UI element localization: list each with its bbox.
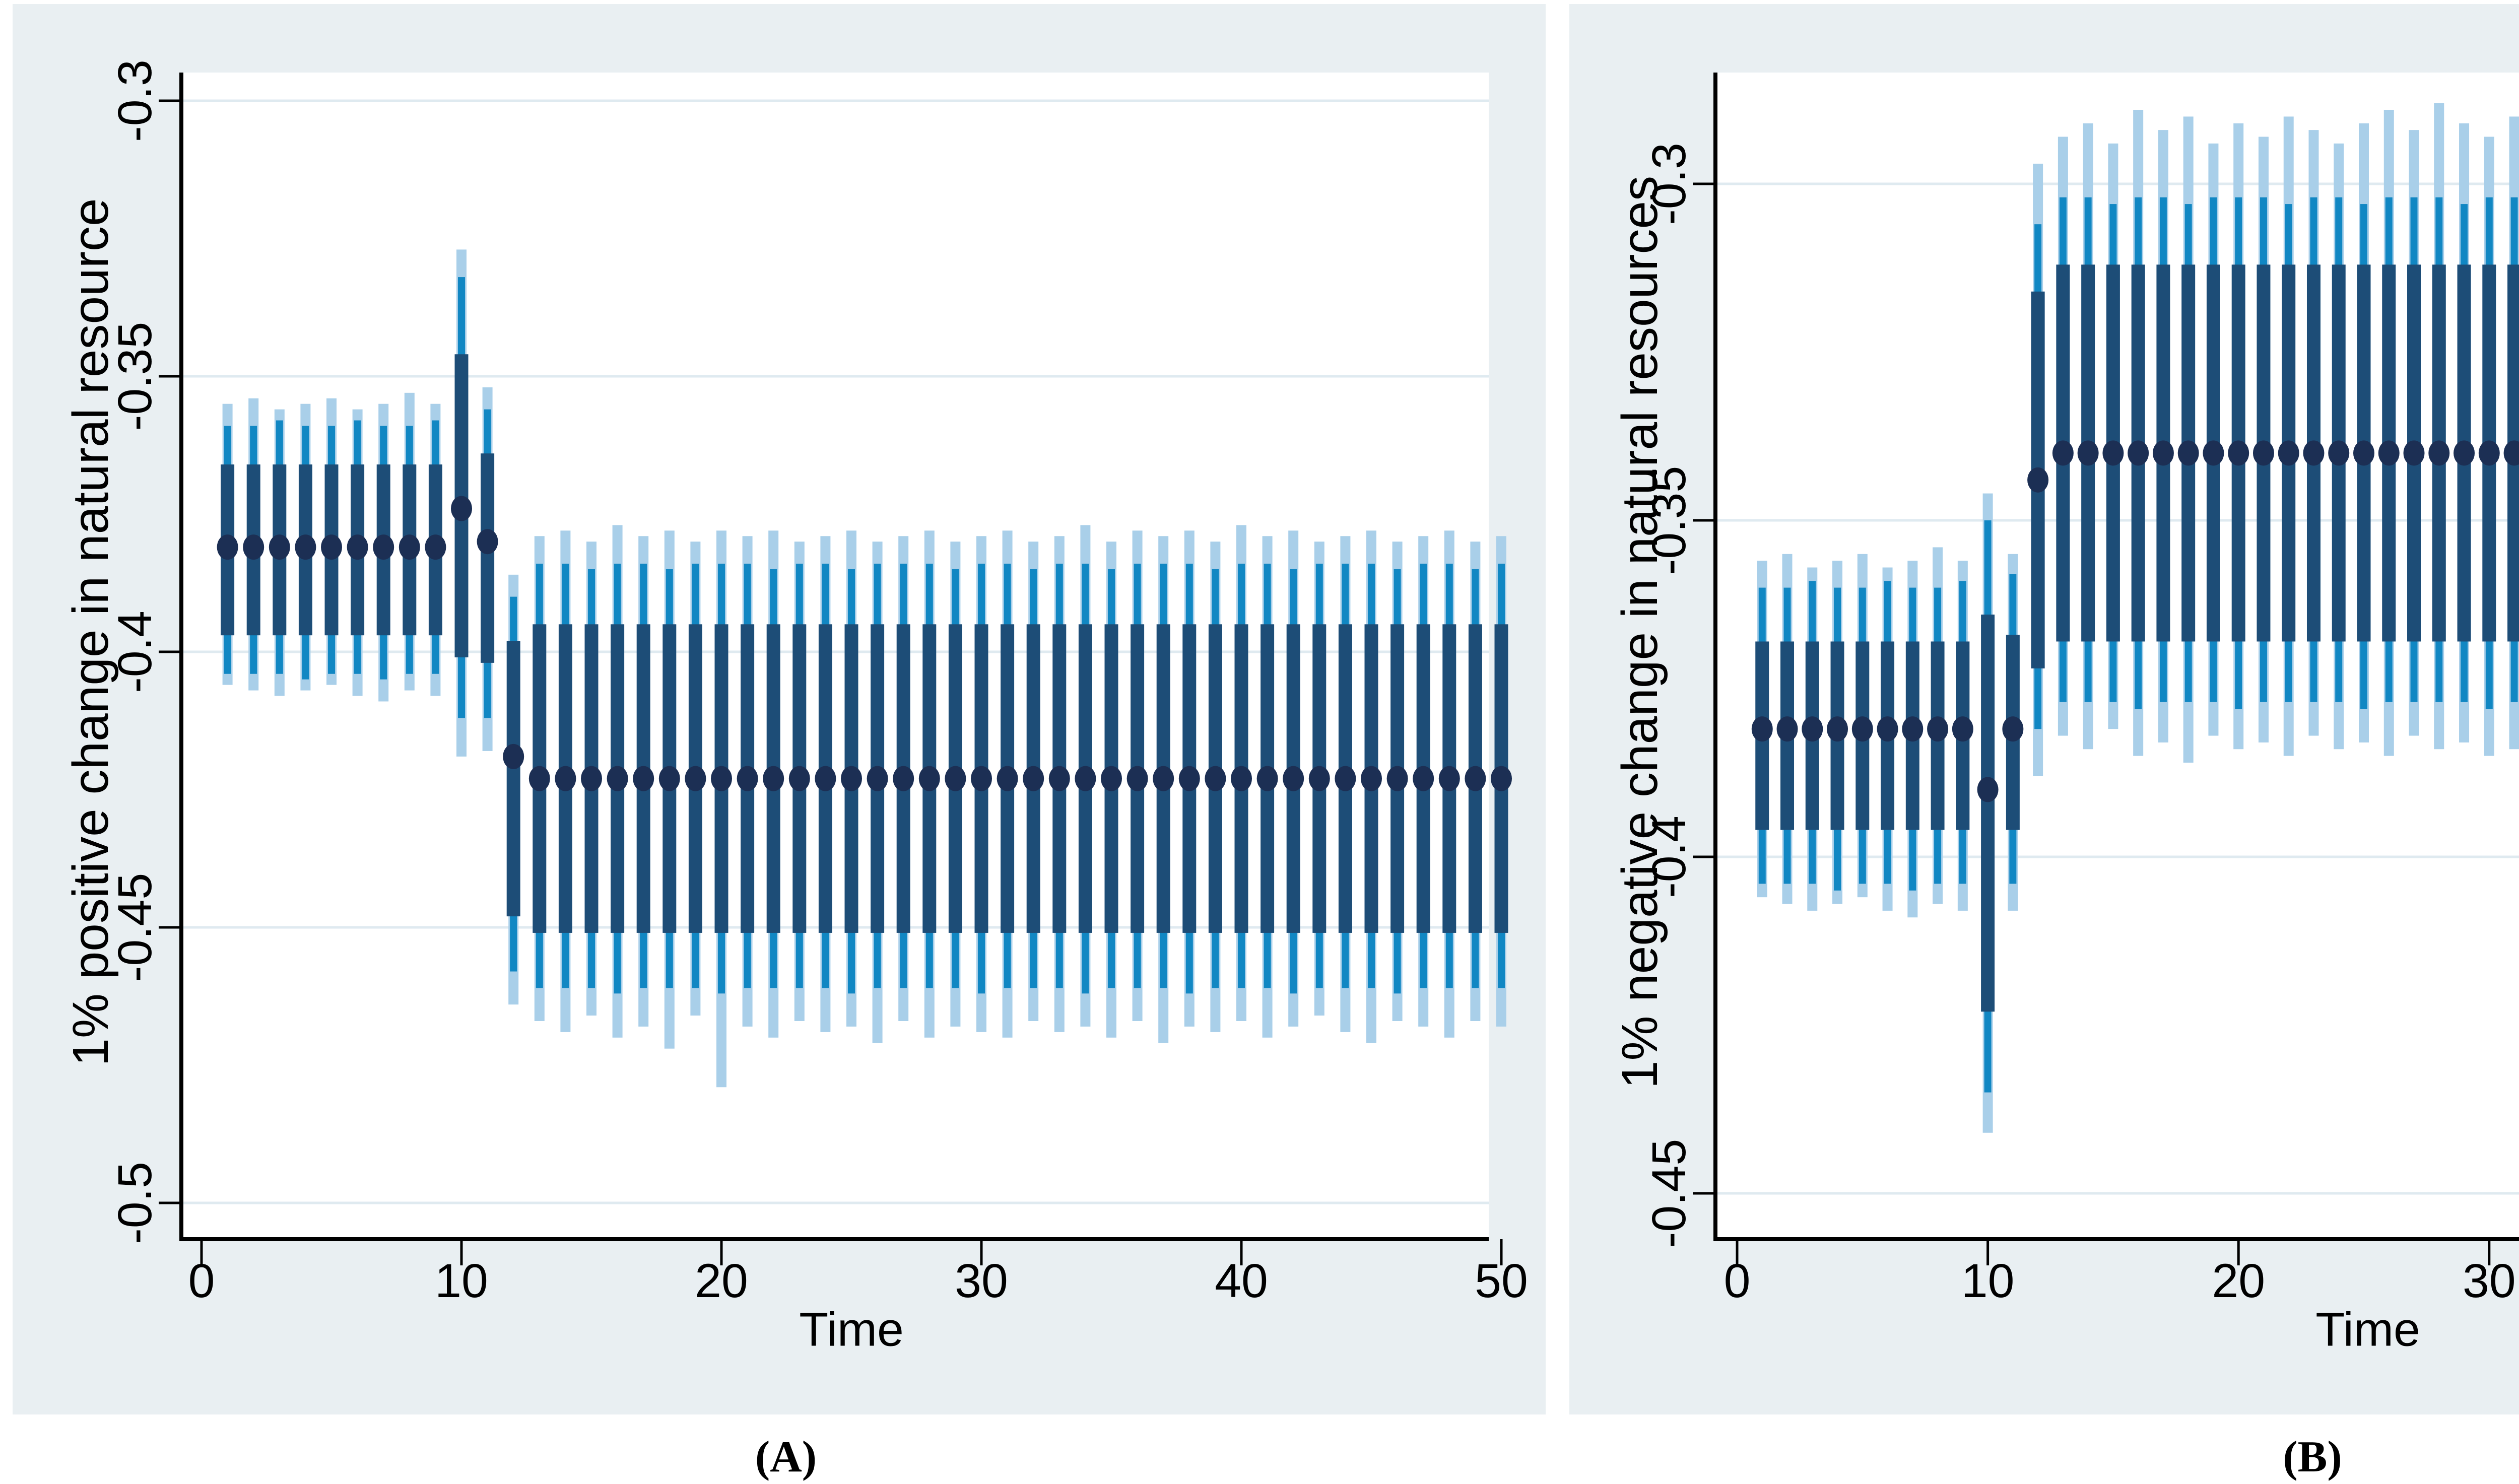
panel-b-plot: -0.3-0.35-0.4-0.4501020304050 (1569, 4, 2519, 1414)
panel-b-y-axis-title: 1% negative change in natural resources (1612, 175, 1668, 1089)
svg-text:20: 20 (695, 1254, 748, 1308)
svg-text:40: 40 (1215, 1254, 1268, 1308)
svg-text:50: 50 (1475, 1254, 1528, 1308)
svg-text:-0.4: -0.4 (108, 611, 162, 693)
svg-text:10: 10 (435, 1254, 488, 1308)
svg-text:-0.3: -0.3 (108, 59, 162, 142)
svg-text:0: 0 (188, 1254, 215, 1308)
svg-text:30: 30 (955, 1254, 1008, 1308)
panel-a-caption: (A) (755, 1433, 817, 1481)
svg-text:-0.4: -0.4 (1642, 816, 1696, 898)
svg-text:-0.45: -0.45 (1642, 1139, 1696, 1248)
svg-text:20: 20 (2212, 1254, 2265, 1308)
svg-text:0: 0 (1724, 1254, 1751, 1308)
svg-text:-0.35: -0.35 (1642, 466, 1696, 575)
panel-a-x-axis-title: Time (799, 1303, 904, 1357)
svg-text:-0.3: -0.3 (1642, 143, 1696, 225)
panel-b-caption: (B) (2283, 1433, 2342, 1481)
svg-text:10: 10 (1961, 1254, 2015, 1308)
panel-a: -0.3 -0.35 -0.4 -0.45 -0.5 0 10 20 30 40 50 (13, 4, 1546, 1414)
svg-text:30: 30 (2463, 1254, 2516, 1308)
svg-text:-0.35: -0.35 (108, 322, 162, 431)
svg-text:-0.5: -0.5 (108, 1162, 162, 1244)
panel-a-plot: -0.3 -0.35 -0.4 -0.45 -0.5 0 10 20 30 40 50 (13, 4, 1546, 1414)
panel-b-x-axis-title: Time (2315, 1303, 2420, 1357)
svg-text:-0.45: -0.45 (108, 873, 162, 982)
panel-b: -0.3-0.35-0.4-0.4501020304050 (1546, 0, 2519, 1484)
panel-a-y-axis-title: 1% positive change in natural resource (62, 198, 119, 1066)
